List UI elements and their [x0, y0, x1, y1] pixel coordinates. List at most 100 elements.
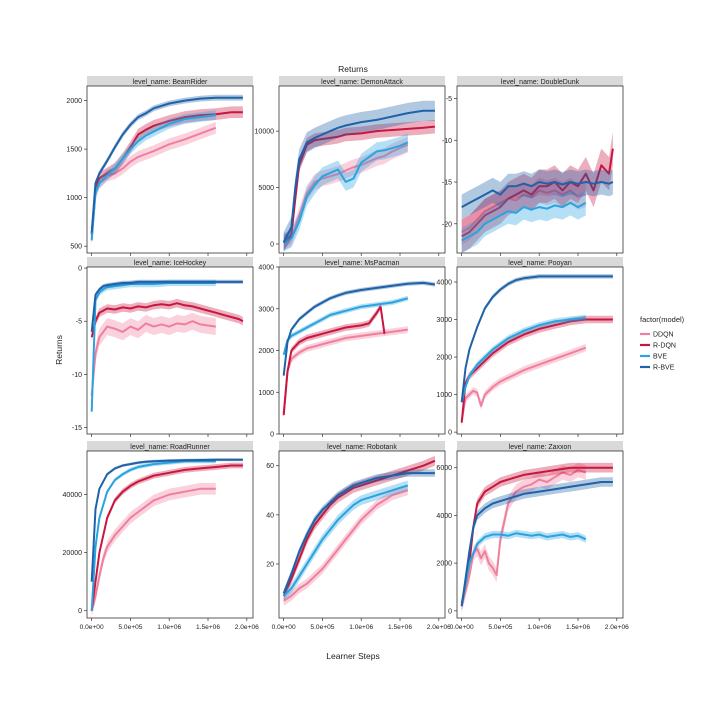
facet-panel: level_name: Robotank 20 40 60 0.0e+00 5.0e+05… [266, 441, 451, 631]
series-line-r-bve [282, 472, 435, 594]
facet-strip-label: level_name: Robotank [327, 444, 397, 451]
facet-strip-label: level_name: MsPacman [325, 260, 400, 267]
y-tick-label: 40000 [63, 492, 83, 499]
facet-panel: level_name: MsPacman 0 1000 2000 3000 4000 [258, 257, 446, 439]
series-line-r-bve [90, 280, 243, 333]
y-tick-label: 2000 [436, 561, 452, 568]
facet-strip [87, 257, 253, 267]
x-tick-label: 2.0e+06 [427, 624, 451, 631]
series-band-bve [461, 314, 586, 406]
series-line-r-dqn [90, 111, 243, 235]
legend-item-label: BVE [653, 354, 667, 361]
x-tick-label: 0.0e+00 [272, 624, 296, 631]
series-band-r-dqn [461, 315, 613, 427]
series-band-r-bve [283, 280, 435, 378]
y-tick-label: 10000 [255, 129, 275, 136]
facet-strip [279, 257, 445, 267]
facet-panel: level_name: BeamRider 500 1000 1500 2000 [66, 76, 254, 256]
panel-frame [86, 85, 254, 254]
plot-area [282, 455, 436, 606]
x-tick-label: 0.0e+00 [450, 624, 474, 631]
series-line-ddqn [90, 320, 216, 396]
facet-panels: level_name: BeamRider500100015002000leve… [63, 76, 629, 631]
facet-strip [279, 76, 445, 86]
plot-area [460, 274, 613, 427]
y-tick-label: 2000 [66, 98, 82, 105]
series-line-r-dqn [460, 318, 613, 423]
x-tick-label: 5.0e+05 [118, 624, 142, 631]
y-tick-label: -5 [446, 96, 452, 103]
y-tick-label: 4000 [258, 265, 274, 272]
series-band-ddqn [283, 136, 408, 251]
facet-strip-label: level_name: DemonAttack [321, 79, 403, 86]
x-tick-label: 0.0e+00 [80, 624, 104, 631]
y-tick-label: 4000 [436, 280, 452, 287]
series-line-r-bve [90, 458, 243, 582]
facet-panel: level_name: DoubleDunk -20 -15 -10 -5 [442, 76, 624, 256]
panel-frame [86, 266, 254, 435]
facet-panel: level_name: IceHockey -15 -10 -5 0 [72, 257, 254, 437]
series-band-r-bve [283, 100, 435, 253]
series-band-ddqn [461, 177, 586, 245]
y-tick-label: 6000 [436, 465, 452, 472]
panel-frame [86, 450, 254, 619]
y-tick-label: 0 [270, 432, 274, 439]
y-tick-label: -5 [76, 319, 82, 326]
facet-strip-label: level_name: BeamRider [133, 79, 208, 86]
y-axis-label: Returns [54, 335, 64, 365]
legend: factor(model) DDQN R-DQN BVE R-BVE [640, 315, 685, 372]
x-tick-label: 1.0e+06 [157, 624, 181, 631]
series-line-r-bve [90, 96, 243, 233]
series-line-ddqn [460, 346, 587, 422]
plot-area [282, 280, 436, 419]
y-tick-label: 0 [448, 430, 452, 437]
x-tick-label: 2.0e+06 [605, 624, 629, 631]
series-band-bve [91, 279, 216, 415]
facet-panel: level_name: DemonAttack 0 5000 10000 [255, 76, 446, 256]
series-band-r-bve [461, 169, 613, 220]
series-line-bve [460, 316, 586, 403]
series-line-bve [461, 201, 587, 242]
y-tick-label: 0 [270, 241, 274, 248]
series-band-ddqn [91, 312, 216, 405]
series-line-r-dqn [461, 148, 614, 238]
series-band-ddqn [91, 121, 216, 245]
series-line-r-dqn [90, 464, 243, 611]
x-tick-label: 1.5e+06 [196, 624, 220, 631]
figure-title: Returns [338, 64, 368, 74]
legend-item-label: R-BVE [653, 365, 675, 372]
facet-strip [87, 441, 253, 451]
legend-item-label: R-DQN [653, 343, 676, 350]
facet-strip-label: level_name: RoadRunner [130, 444, 210, 451]
series-line-ddqn [283, 143, 409, 244]
series-band-bve [91, 459, 216, 613]
series-line-ddqn [90, 126, 217, 239]
series-band-ddqn [283, 326, 408, 417]
y-tick-label: 1500 [66, 147, 82, 154]
legend-title: factor(model) [640, 315, 685, 324]
facet-strip-label: level_name: DoubleDunk [501, 79, 580, 86]
series-line-bve [283, 484, 409, 597]
facet-panel: level_name: Zaxxon 0 2000 4000 6000 0.0e+00 5.… [436, 441, 629, 631]
series-line-bve [283, 141, 409, 244]
series-line-r-dqn [282, 305, 386, 416]
facet-panel: level_name: RoadRunner 0 20000 40000 0.0e+00… [63, 441, 259, 631]
x-tick-label: 5.0e+05 [310, 624, 334, 631]
plot-area [90, 94, 243, 246]
series-line-r-dqn [282, 125, 436, 244]
plot-area [461, 131, 614, 253]
series-line-r-bve [460, 481, 613, 607]
series-line-r-bve [460, 275, 613, 403]
y-tick-label: 1000 [66, 195, 82, 202]
x-tick-label: 1.0e+06 [349, 624, 373, 631]
y-tick-label: 3000 [258, 306, 274, 313]
series-line-ddqn [90, 487, 216, 611]
y-tick-label: 3000 [436, 317, 452, 324]
series-line-ddqn [460, 469, 587, 607]
panel-frame [456, 266, 624, 435]
series-band-r-dqn [283, 119, 435, 250]
series-band-bve [283, 133, 408, 252]
facet-strip-label: level_name: Pooyan [508, 260, 572, 267]
series-line-bve [90, 282, 216, 412]
